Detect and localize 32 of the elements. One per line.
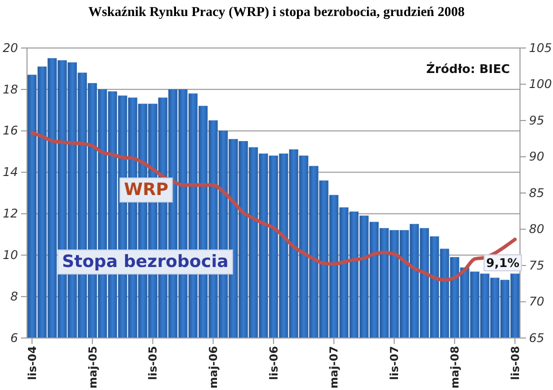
x-tick-label: lis-05 (146, 346, 160, 380)
y-tick-label: 6 (10, 330, 18, 345)
y-tick-label: 20 (2, 40, 18, 55)
series-label: Stopa bezrobocia (62, 252, 228, 272)
y-tick-label: 16 (2, 124, 18, 138)
x-tick-label: lis-04 (26, 346, 39, 380)
y2-tick-label: 105 (529, 40, 552, 55)
annotation: Źródło: BIEC (426, 61, 510, 76)
y2-tick-label: 90 (529, 150, 545, 164)
y-tick-label: 12 (2, 206, 18, 221)
x-tick-label: lis-07 (388, 346, 402, 380)
y2-tick-label: 80 (529, 222, 545, 236)
x-tick-label: maj-07 (328, 346, 341, 389)
chart-title: Wskaźnik Rynku Pracy (WRP) i stopa bezrobocia, grudzień 2008 (88, 4, 465, 19)
x-tick-label: lis-08 (508, 346, 522, 380)
line-series (30, 131, 517, 282)
y2-tick-label: 70 (529, 294, 545, 309)
y-tick-label: 18 (2, 82, 18, 96)
x-tick-label: maj-05 (86, 346, 100, 389)
y-tick-label: 8 (10, 289, 18, 304)
y2-tick-label: 95 (529, 113, 544, 128)
y-tick-label: 10 (2, 248, 18, 262)
y2-tick-label: 100 (529, 77, 552, 92)
x-tick-label: lis-06 (267, 346, 280, 380)
y2-tick-label: 85 (529, 186, 544, 200)
data-label: 9,1% (486, 256, 520, 270)
x-tick-label: maj-06 (206, 346, 220, 389)
y-tick-label: 14 (2, 165, 18, 180)
x-tick-label: maj-08 (448, 346, 462, 389)
y2-tick-label: 75 (529, 258, 544, 272)
series-label: WRP (124, 180, 168, 200)
y2-tick-label: 65 (529, 330, 544, 345)
